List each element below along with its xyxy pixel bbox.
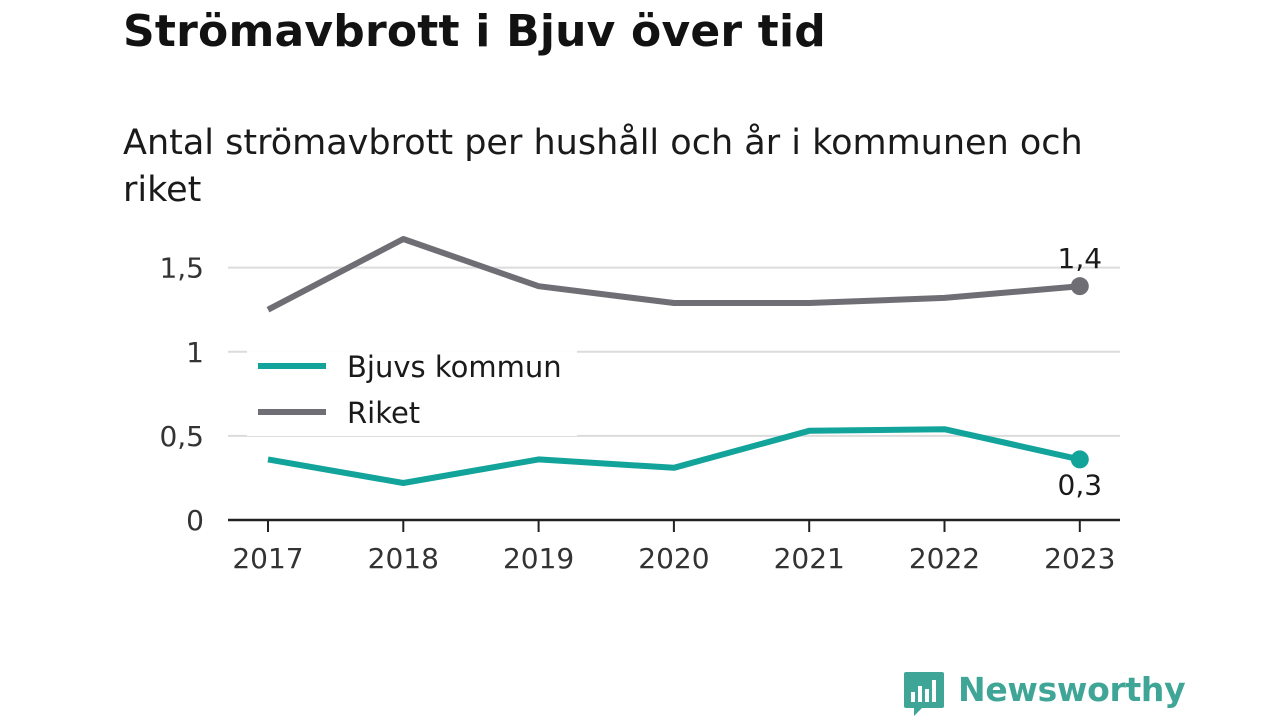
legend-label-riket: Riket bbox=[347, 396, 420, 430]
line-chart: 0 0,5 1 1,5 2017 2018 2019 2020 2021 2022 2023 Bj… bbox=[159, 236, 1120, 575]
y-tick-label: 0 bbox=[186, 504, 204, 537]
x-tick-label: 2017 bbox=[232, 542, 303, 575]
legend-background bbox=[247, 344, 577, 436]
series-end-point bbox=[1070, 277, 1089, 296]
series-line-kommun bbox=[267, 426, 1081, 486]
x-tick-label: 2023 bbox=[1044, 542, 1115, 575]
brand-name: Newsworthy bbox=[958, 670, 1186, 709]
x-axis: 2017 2018 2019 2020 2021 2022 2023 bbox=[228, 518, 1120, 575]
y-axis-ticks: 0 0,5 1 1,5 bbox=[159, 252, 204, 537]
chart-title: Strömavbrott i Bjuv över tid bbox=[123, 6, 827, 57]
y-tick-label: 1,5 bbox=[159, 252, 204, 285]
brand: Newsworthy bbox=[902, 668, 1186, 718]
end-value-label: 1,4 bbox=[1058, 242, 1103, 275]
series-line-riket bbox=[266, 236, 1081, 313]
x-tick-label: 2022 bbox=[909, 542, 980, 575]
series-lines bbox=[266, 236, 1089, 486]
y-tick-label: 1 bbox=[186, 336, 204, 369]
series-end-point bbox=[1070, 450, 1089, 469]
end-labels: 0,3 1,4 bbox=[1058, 242, 1103, 501]
x-tick-label: 2019 bbox=[503, 542, 574, 575]
x-tick-label: 2018 bbox=[368, 542, 439, 575]
legend-label-kommun: Bjuvs kommun bbox=[347, 350, 562, 384]
end-value-label: 0,3 bbox=[1058, 468, 1103, 501]
y-tick-label: 0,5 bbox=[159, 420, 204, 453]
x-tick-label: 2020 bbox=[638, 542, 709, 575]
newsworthy-logo-icon bbox=[904, 672, 944, 716]
x-tick-label: 2021 bbox=[774, 542, 845, 575]
chart-subtitle: Antal strömavbrott per hushåll och år i … bbox=[123, 123, 1083, 210]
legend: Bjuvs kommun Riket bbox=[247, 344, 577, 436]
